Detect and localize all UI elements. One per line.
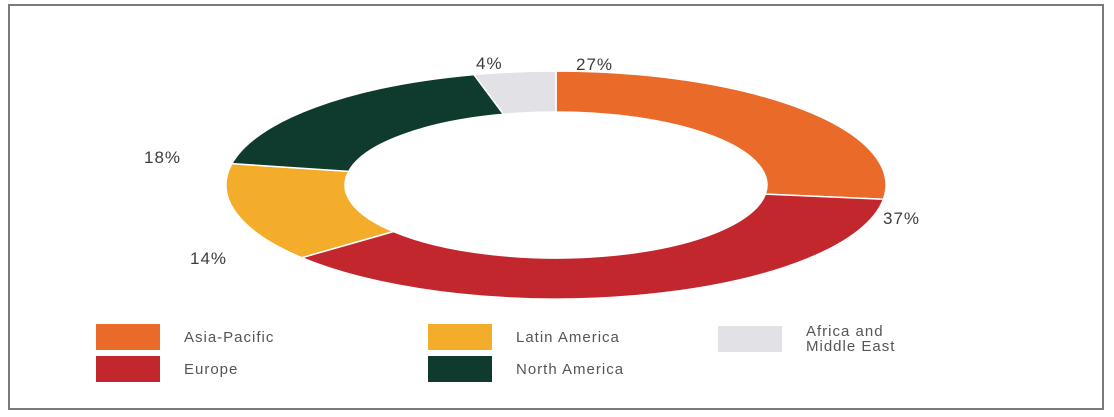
legend-swatch — [718, 326, 782, 352]
legend-label: Africa and Middle East — [806, 323, 896, 355]
legend-swatch — [96, 324, 160, 350]
legend-item-latin-america: Latin America — [428, 324, 620, 350]
slice-label-north-america: 18% — [144, 148, 181, 167]
chart-frame: 27% 37% 14% 18% 4% Asia-Pacific Latin Americ… — [8, 4, 1104, 410]
legend-swatch — [428, 324, 492, 350]
slice-north-america — [230, 73, 505, 173]
donut-chart: 27% 37% 14% 18% 4% — [144, 54, 920, 300]
legend-label: Asia-Pacific — [184, 328, 275, 346]
slice-europe — [299, 193, 885, 300]
slice-africa-and-middle-east — [472, 70, 557, 116]
legend-swatch — [96, 356, 160, 382]
legend: Asia-Pacific Latin America Africa and Mi… — [10, 6, 1106, 412]
legend-item-asia-pacific: Asia-Pacific — [96, 324, 274, 350]
legend-label: North America — [516, 360, 625, 378]
slice-label-africa-and-middle-east: 4% — [476, 54, 503, 73]
slice-label-latin-america: 14% — [190, 249, 227, 268]
legend-item-europe: Europe — [96, 356, 238, 382]
slice-asia-pacific — [555, 70, 887, 201]
legend-swatch — [428, 356, 492, 382]
slice-label-asia-pacific: 27% — [576, 55, 613, 74]
legend-label: Latin America — [516, 328, 620, 346]
legend-label: Europe — [184, 360, 239, 378]
legend-item-north-america: North America — [428, 356, 624, 382]
slice-label-europe: 37% — [883, 209, 920, 228]
legend-item-africa-middle-east: Africa and Middle East — [718, 324, 895, 354]
